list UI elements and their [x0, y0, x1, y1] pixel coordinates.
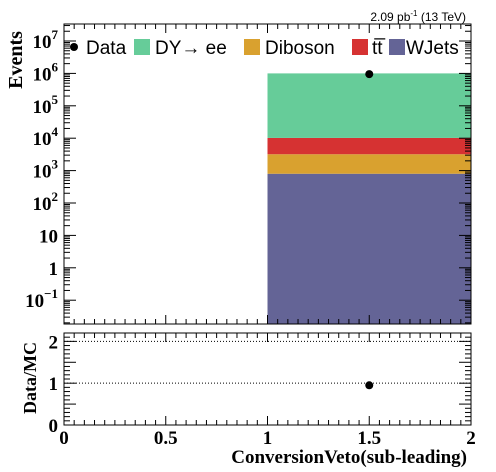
- stack-bar-wjets: [267, 173, 471, 324]
- legend-label-dy-ee: DY→ ee: [155, 38, 227, 59]
- y-tick-label: 105: [33, 92, 59, 118]
- ratio-y-tick-label: 1: [49, 374, 59, 395]
- x-tick-label: 1: [263, 428, 273, 449]
- x-tick-label: 1.5: [357, 428, 381, 449]
- legend-swatch-tt-: [352, 39, 368, 55]
- legend-label-tt-: tt̅: [372, 38, 386, 59]
- ratio-data-point: [365, 381, 374, 390]
- y-tick-label: 103: [33, 157, 59, 183]
- x-tick-label: 0.5: [154, 428, 178, 449]
- ratio-y-axis-label: Data/MC: [20, 342, 40, 414]
- stack-bar-diboson: [267, 154, 471, 174]
- x-tick-label: 0: [59, 428, 69, 449]
- y-tick-label: 107: [33, 27, 59, 53]
- legend-label-diboson: Diboson: [265, 38, 335, 59]
- luminosity-label: 2.09 pb-1 (13 TeV): [370, 9, 466, 24]
- ratio-frame: [63, 332, 472, 426]
- y-tick-label: 104: [33, 124, 59, 150]
- x-tick-label: 2: [466, 428, 476, 449]
- stack-bar-tt-: [267, 137, 471, 155]
- y-tick-label: 106: [33, 59, 59, 85]
- y-tick-label: 102: [33, 189, 59, 215]
- legend-label-data: Data: [86, 38, 127, 59]
- legend-marker-data: [70, 43, 78, 51]
- legend-label-wjets: WJets: [406, 38, 459, 59]
- y-tick-label: 10−1: [25, 286, 58, 312]
- ratio-panel: 0 1 2 0 0.5 1 1.5 2 Data/MC ConversionVeto(sub…: [20, 332, 476, 468]
- y-axis-label: Events: [5, 31, 27, 89]
- ratio-y-tick-label: 0: [49, 416, 59, 437]
- legend-swatch-dy-ee: [134, 39, 150, 55]
- data-point: [365, 70, 374, 79]
- y-tick-label: 10: [39, 226, 58, 247]
- legend-swatch-diboson: [244, 39, 260, 55]
- ratio-y-tick-label: 2: [49, 332, 59, 353]
- legend-swatch-wjets: [389, 39, 405, 55]
- y-tick-label: 1: [49, 259, 59, 280]
- legend: Data DY→ ee Diboson tt̅ WJets: [70, 38, 459, 59]
- stack-bar-dy-ee: [267, 73, 471, 138]
- x-axis-label: ConversionVeto(sub-leading): [231, 447, 467, 468]
